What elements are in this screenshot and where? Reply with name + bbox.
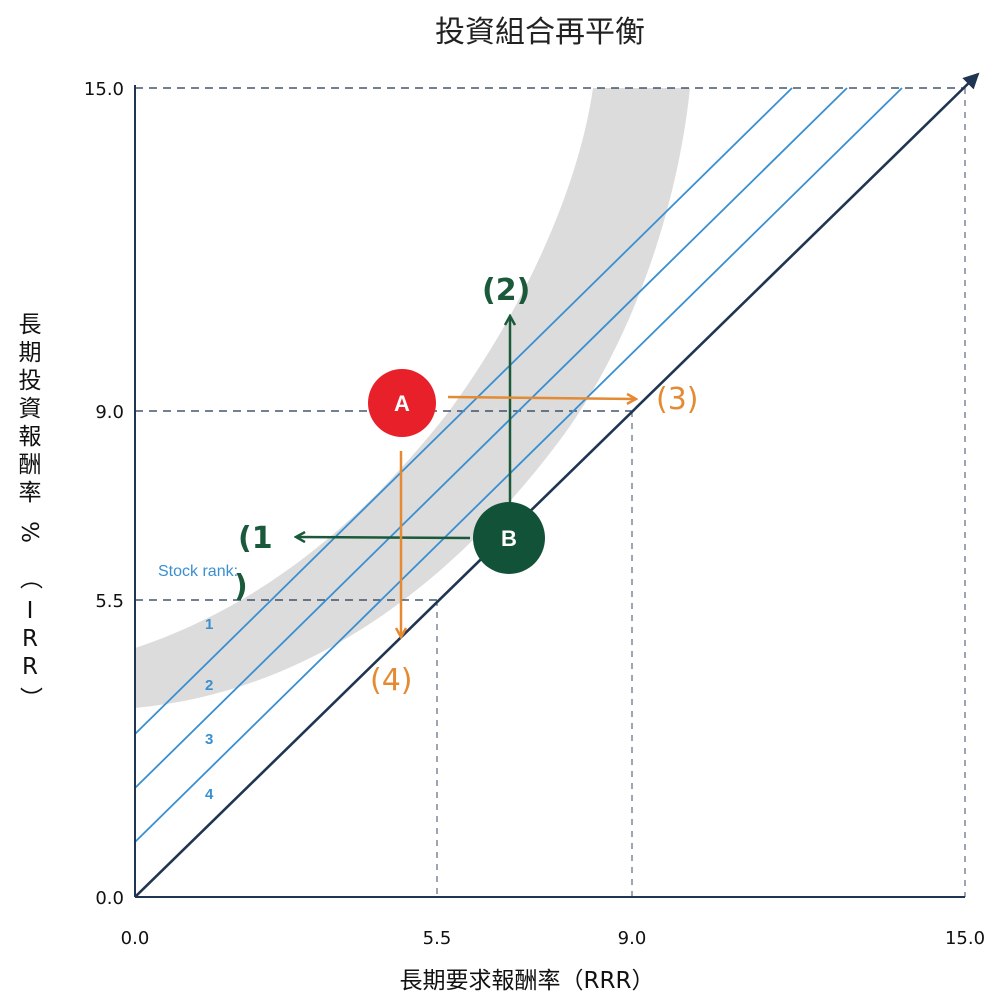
chart-title: 投資組合再平衡: [435, 15, 645, 50]
y-label-char: I: [27, 598, 34, 624]
x-tick-9: 9.0: [618, 928, 647, 949]
y-label-char: 資: [19, 396, 42, 422]
y-axis-label: 長 期 投 資 報 酬 率 % （ I R R ）: [16, 312, 43, 710]
point-b-marker: [473, 502, 545, 574]
y-label-char: 率: [19, 480, 42, 506]
x-axis-label: 長期要求報酬率（RRR）: [400, 968, 655, 994]
y-label-char: 長: [19, 312, 42, 338]
y-label-char: （: [17, 567, 43, 590]
point-b-label: B: [501, 526, 517, 551]
y-label-char: 投: [19, 368, 42, 394]
y-tick-15: 15.0: [84, 79, 124, 100]
y-label-char: ）: [17, 687, 43, 710]
stock-rank-title: Stock rank:: [158, 563, 238, 580]
grey-band: [135, 88, 690, 708]
move-label-1-close: ): [234, 569, 248, 604]
arrow-move-1: [296, 537, 471, 538]
y-label-char: R: [22, 626, 38, 652]
rank-label-4: 4: [205, 786, 214, 803]
point-a-marker: [368, 369, 436, 437]
rank-line-3: [134, 87, 903, 843]
move-label-4: (4): [370, 663, 413, 698]
rank-lines: [134, 87, 903, 843]
move-label-2: (2): [482, 273, 530, 308]
x-tick-15: 15.0: [945, 928, 985, 949]
y-label-char: R: [22, 654, 38, 680]
rank-line-2: [134, 87, 848, 789]
arrow-move-3: [447, 397, 636, 399]
x-tick-5-5: 5.5: [423, 928, 452, 949]
rank-label-1: 1: [205, 616, 213, 633]
point-a-label: A: [394, 391, 410, 416]
y-label-char: 期: [19, 340, 42, 366]
rank-label-3: 3: [205, 731, 213, 748]
reference-lines-vertical: [436, 88, 966, 897]
x-tick-0: 0.0: [121, 928, 150, 949]
reference-lines: [135, 87, 965, 601]
y-label-char: %: [16, 521, 42, 543]
diagonal-line: [134, 72, 980, 898]
move-label-3: (3): [656, 382, 699, 417]
rank-label-2: 2: [205, 677, 213, 694]
y-tick-0: 0.0: [95, 888, 124, 909]
y-label-char: 報: [19, 424, 42, 450]
move-label-1: (1: [238, 521, 273, 556]
y-tick-5-5: 5.5: [95, 591, 124, 612]
y-tick-9: 9.0: [95, 402, 124, 423]
y-label-char: 酬: [19, 452, 42, 478]
rank-line-1: [134, 87, 793, 735]
